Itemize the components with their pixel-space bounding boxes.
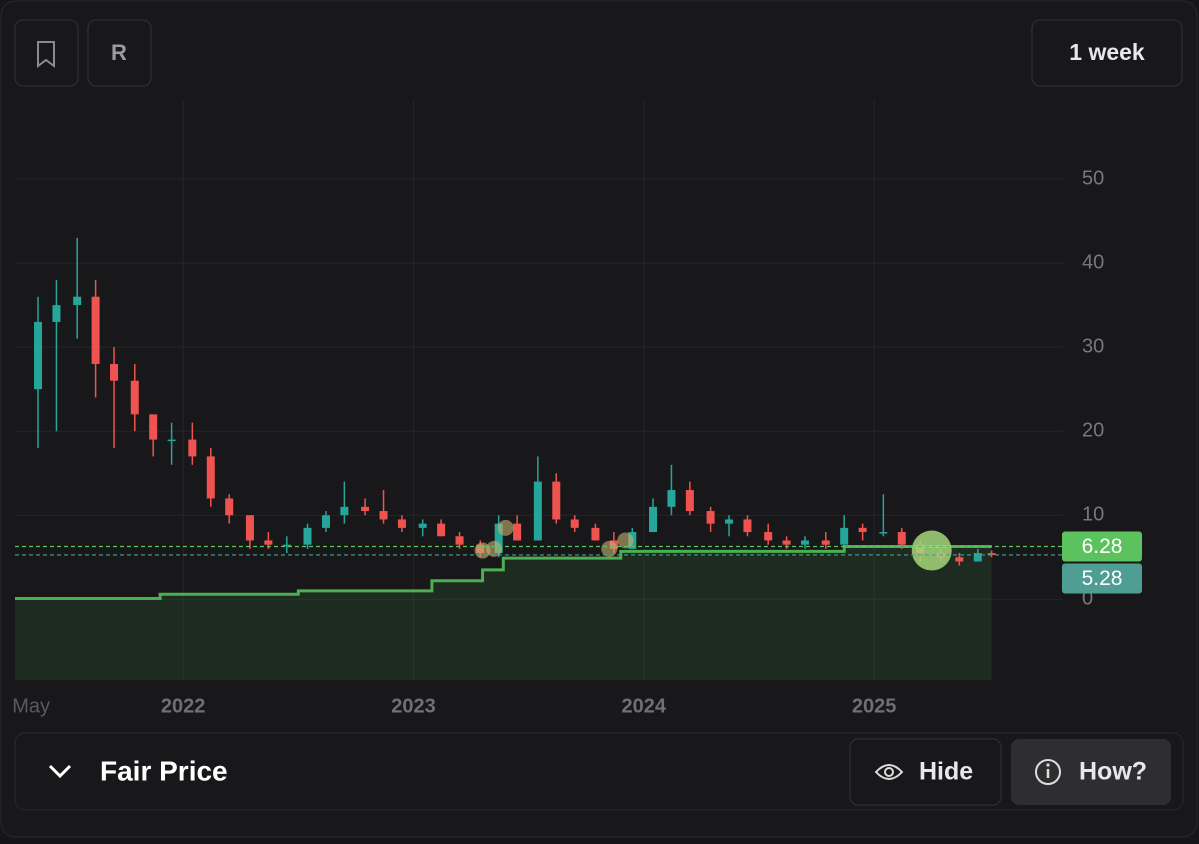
candle-body	[725, 519, 734, 524]
candle-body	[955, 557, 964, 562]
candle-body	[264, 540, 273, 545]
candle-body	[821, 540, 830, 545]
hide-button[interactable]: Hide	[849, 738, 1002, 806]
candle-body	[764, 532, 773, 541]
candle-body	[361, 506, 370, 512]
candle-body	[149, 414, 158, 440]
y-tick-label: 30	[1082, 335, 1104, 357]
bookmark-button[interactable]	[14, 19, 79, 87]
candle-body	[455, 536, 464, 545]
interval-button[interactable]: 1 week	[1031, 19, 1183, 87]
candle-body	[840, 527, 849, 545]
candle-body	[206, 456, 215, 499]
y-tick-label: 40	[1082, 251, 1104, 273]
candle-body	[73, 296, 82, 306]
candle-body	[245, 515, 254, 541]
candle-body	[52, 305, 61, 322]
candle-body	[188, 439, 197, 457]
candle-body	[340, 506, 349, 516]
candle-body	[591, 527, 600, 541]
candle-body	[801, 540, 810, 545]
candle-body	[437, 523, 446, 537]
panel-title: Fair Price	[100, 755, 228, 786]
candle-body	[533, 481, 542, 541]
candle-body	[743, 519, 752, 533]
x-tick-label: 2023	[391, 695, 436, 717]
x-tick-label: 2022	[161, 695, 206, 717]
candle-body	[91, 296, 100, 364]
candle-body	[494, 523, 503, 554]
candle-body	[879, 532, 888, 534]
y-tick-label: 50	[1082, 167, 1104, 189]
ticker-button[interactable]: R	[87, 19, 152, 87]
panel	[14, 732, 1184, 811]
how-button[interactable]: How?	[1011, 739, 1171, 805]
price-label: 5.28	[1082, 567, 1123, 590]
how-label: How?	[1079, 758, 1147, 786]
candle-body	[282, 544, 291, 547]
candle-body	[321, 515, 330, 528]
interval-label: 1 week	[1069, 39, 1145, 65]
candle-body	[858, 527, 867, 533]
x-tick-label: 2025	[852, 695, 897, 717]
candle-body	[552, 481, 561, 520]
y-tick-label: 0	[1082, 588, 1093, 610]
candle-body	[649, 506, 658, 533]
candle-body	[685, 490, 694, 512]
signal	[617, 532, 634, 549]
signal	[601, 540, 618, 557]
candle-body	[418, 523, 427, 528]
chevron-icon[interactable]	[48, 764, 72, 779]
candle-body	[667, 490, 676, 507]
candle-body	[973, 553, 982, 562]
candle-body	[34, 321, 43, 390]
candle-body	[897, 532, 906, 545]
candle-body	[782, 540, 791, 545]
signal	[911, 530, 952, 571]
price-label: 6.28	[1082, 535, 1123, 558]
candle-body	[379, 511, 388, 520]
fair-price-area	[15, 546, 992, 680]
candle-body	[513, 523, 522, 541]
hide-label: Hide	[919, 758, 973, 786]
candle-body	[397, 519, 406, 528]
signal	[497, 519, 514, 536]
price-badge	[1062, 563, 1142, 594]
candle-body	[225, 498, 234, 516]
signal	[486, 540, 503, 557]
price-badge	[1062, 531, 1142, 562]
x-tick-label: 2024	[622, 695, 667, 717]
candle-body	[987, 553, 996, 555]
candle-body	[570, 519, 579, 528]
ticker-label: R	[111, 40, 127, 65]
y-tick-label: 10	[1082, 504, 1104, 526]
y-tick-label: 20	[1082, 419, 1104, 441]
candle-body	[130, 380, 139, 415]
plot: 0 10 20 30 40 50 May 2022 2023 2024 2025 6.28 5.28	[12, 100, 1142, 717]
candle-body	[706, 511, 715, 524]
candle-body	[110, 363, 119, 381]
x-tick-label: May	[12, 695, 50, 717]
candle-body	[303, 527, 312, 545]
candle-body	[167, 439, 176, 442]
fair-price-line	[15, 545, 992, 600]
